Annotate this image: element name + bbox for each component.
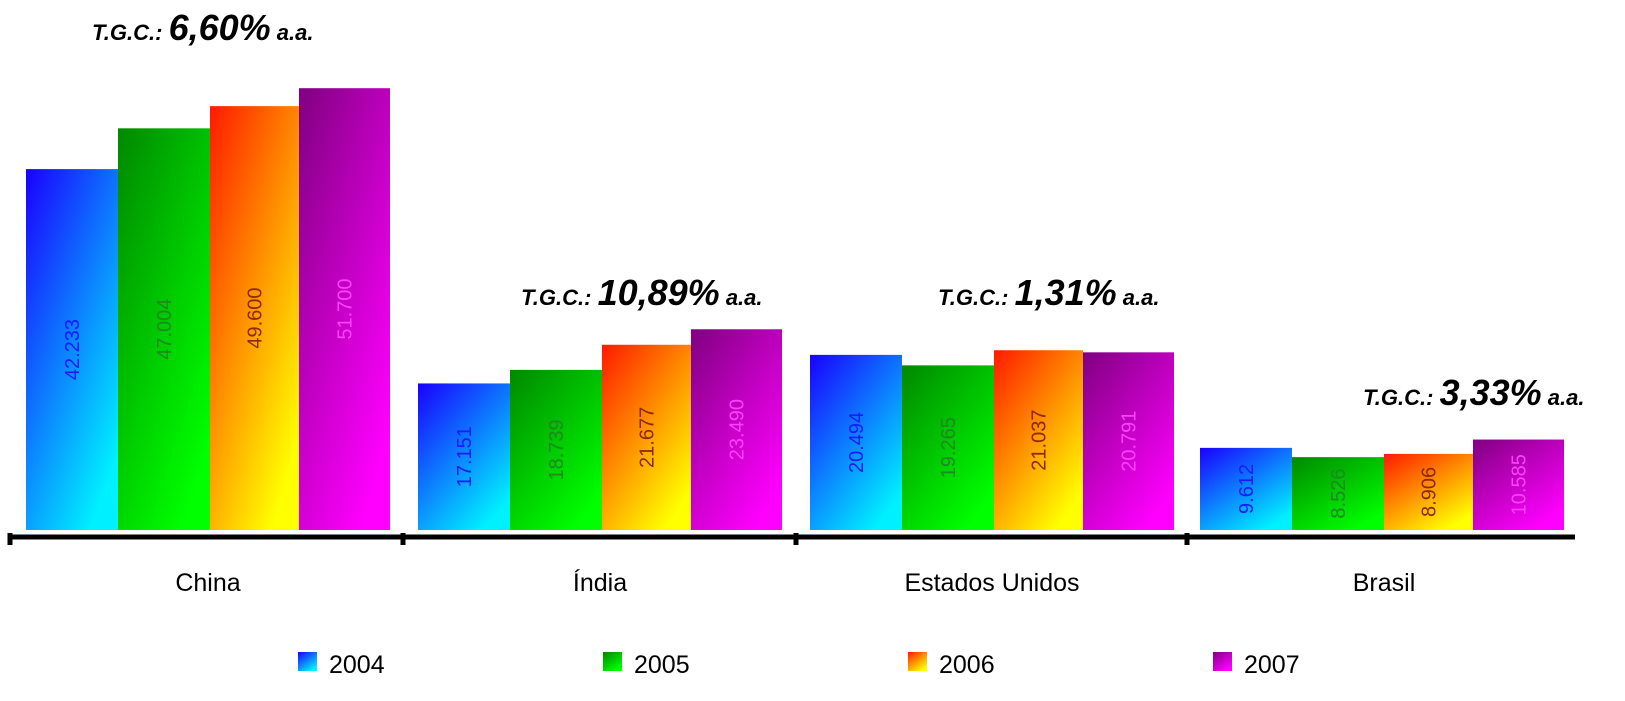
bar-2007-3 bbox=[1473, 439, 1564, 530]
bar-2004-2 bbox=[810, 354, 902, 530]
tgc-annotation: T.G.C.: 10,89% a.a. bbox=[521, 272, 763, 313]
legend-label: 2006 bbox=[939, 651, 995, 679]
legend-label: 2005 bbox=[634, 651, 690, 679]
value-label: 42.233 bbox=[62, 319, 84, 380]
value-label: 8.906 bbox=[1419, 467, 1441, 517]
bar-2005-2 bbox=[902, 365, 994, 530]
value-label: 18.739 bbox=[546, 419, 568, 480]
value-label: 51.700 bbox=[335, 279, 357, 340]
legend-swatch bbox=[298, 652, 317, 671]
legend-item: 2005 bbox=[603, 651, 690, 679]
value-label: 17.151 bbox=[454, 426, 476, 487]
legend-swatch bbox=[908, 652, 927, 671]
bar-2005-3 bbox=[1292, 457, 1384, 530]
bar-2007-0 bbox=[299, 88, 390, 530]
category-label: Brasil bbox=[1353, 569, 1416, 597]
legend-item: 2004 bbox=[298, 651, 385, 679]
bars-layer bbox=[26, 88, 1564, 531]
value-label: 9.612 bbox=[1236, 464, 1258, 514]
bar-2006-1 bbox=[602, 344, 691, 530]
value-label: 8.526 bbox=[1328, 469, 1350, 519]
bar-2005-0 bbox=[118, 128, 210, 530]
value-label: 49.600 bbox=[245, 287, 267, 348]
bar-2004-3 bbox=[1200, 447, 1292, 530]
value-label: 20.494 bbox=[846, 412, 868, 473]
category-labels-layer: China Índia Estados Unidos Brasil bbox=[175, 568, 1415, 597]
value-labels-layer: 42.233 47.004 49.600 51.700 17.151 18.739 21.6… bbox=[62, 279, 1531, 519]
tgc-annotation: T.G.C.: 3,33% a.a. bbox=[1363, 372, 1584, 413]
category-label: China bbox=[175, 569, 240, 597]
tgc-annotation: T.G.C.: 1,31% a.a. bbox=[938, 272, 1159, 313]
legend-label: 2007 bbox=[1244, 651, 1300, 679]
legend-item: 2006 bbox=[908, 651, 995, 679]
bar-2005-1 bbox=[510, 369, 602, 530]
bar-2006-2 bbox=[994, 350, 1083, 530]
value-label: 23.490 bbox=[727, 399, 749, 460]
value-label: 21.677 bbox=[637, 407, 659, 468]
value-label: 47.004 bbox=[154, 299, 176, 360]
x-axis bbox=[7, 533, 1575, 545]
bar-2004-0 bbox=[26, 169, 118, 530]
value-label: 21.037 bbox=[1029, 410, 1051, 471]
legend-swatch bbox=[1213, 652, 1232, 671]
legend: 2004 2005 2006 2007 bbox=[298, 651, 1300, 679]
legend-label: 2004 bbox=[329, 651, 385, 679]
bar-2004-1 bbox=[418, 383, 510, 530]
annotations-layer: T.G.C.: 6,60% a.a. T.G.C.: 10,89% a.a. T.G… bbox=[92, 7, 1584, 413]
bar-2006-0 bbox=[210, 106, 299, 531]
bar-2007-1 bbox=[691, 329, 782, 530]
value-label: 10.585 bbox=[1509, 454, 1531, 515]
value-label: 20.791 bbox=[1119, 411, 1141, 472]
category-label: Índia bbox=[573, 568, 627, 597]
legend-swatch bbox=[603, 652, 622, 671]
tgc-annotation: T.G.C.: 6,60% a.a. bbox=[92, 7, 313, 48]
bar-2006-3 bbox=[1384, 453, 1473, 530]
value-label: 19.265 bbox=[938, 417, 960, 478]
legend-item: 2007 bbox=[1213, 651, 1300, 679]
bar-2007-2 bbox=[1083, 352, 1174, 530]
category-label: Estados Unidos bbox=[904, 569, 1079, 597]
